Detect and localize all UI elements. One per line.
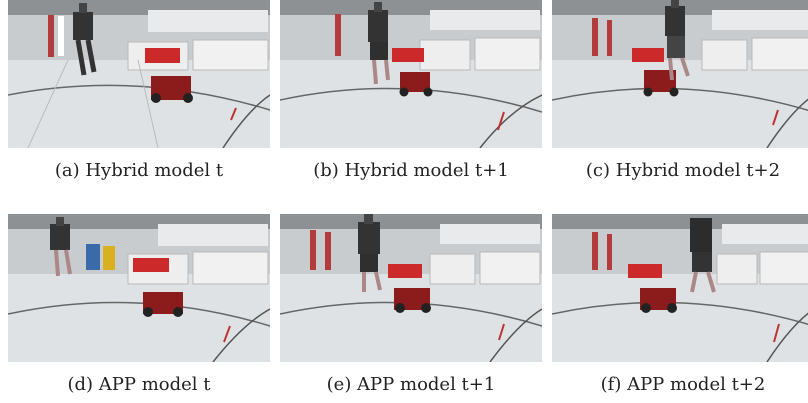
office-scene-d: [8, 214, 270, 362]
figure-grid: (a) Hybrid model t: [8, 0, 808, 403]
photo-app-t2: [552, 214, 808, 362]
office-scene-b: [280, 0, 542, 148]
caption-f: (f) APP model t+2: [600, 374, 766, 395]
office-scene-a: [8, 0, 270, 148]
office-scene-e: [280, 214, 542, 362]
office-scene-c: [552, 0, 808, 148]
photo-hybrid-t1: [280, 0, 542, 148]
photo-app-t: [8, 214, 270, 362]
caption-e: (e) APP model t+1: [326, 374, 496, 395]
caption-a: (a) Hybrid model t: [54, 160, 224, 181]
office-scene-f: [552, 214, 808, 362]
photo-hybrid-t: [8, 0, 270, 148]
caption-b: (b) Hybrid model t+1: [313, 160, 509, 181]
photo-hybrid-t2: [552, 0, 808, 148]
caption-d: (d) APP model t: [67, 374, 211, 395]
photo-app-t1: [280, 214, 542, 362]
caption-c: (c) Hybrid model t+2: [585, 160, 781, 181]
